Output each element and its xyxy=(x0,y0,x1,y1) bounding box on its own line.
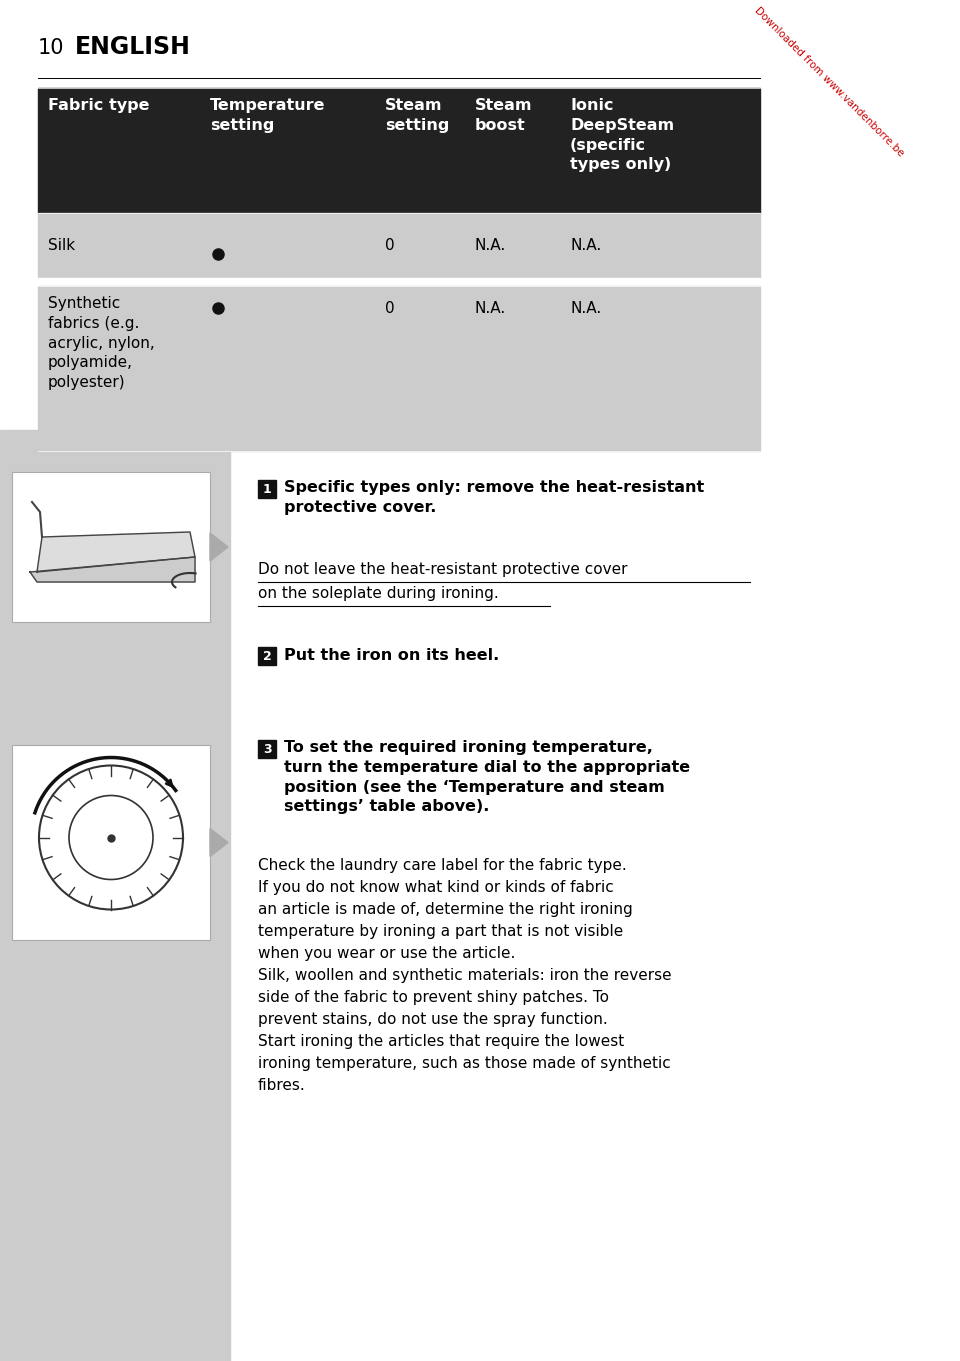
Bar xyxy=(38,214,760,278)
Text: Check the laundry care label for the fabric type.: Check the laundry care label for the fab… xyxy=(258,857,627,872)
Text: Specific types only: remove the heat-resistant
protective cover.: Specific types only: remove the heat-res… xyxy=(284,480,705,514)
Text: 1: 1 xyxy=(263,483,272,495)
Text: Steam
setting: Steam setting xyxy=(385,98,449,133)
Text: N.A.: N.A. xyxy=(475,238,506,253)
Polygon shape xyxy=(37,532,195,572)
Bar xyxy=(38,278,760,286)
Text: Put the iron on its heel.: Put the iron on its heel. xyxy=(284,648,499,663)
Bar xyxy=(0,430,230,1361)
Text: when you wear or use the article.: when you wear or use the article. xyxy=(258,946,516,961)
Text: Start ironing the articles that require the lowest: Start ironing the articles that require … xyxy=(258,1034,624,1049)
Text: 0: 0 xyxy=(385,238,395,253)
Text: N.A.: N.A. xyxy=(570,238,601,253)
Bar xyxy=(38,88,760,214)
Text: Fabric type: Fabric type xyxy=(48,98,150,113)
Bar xyxy=(258,646,276,666)
Text: prevent stains, do not use the spray function.: prevent stains, do not use the spray fun… xyxy=(258,1013,608,1028)
Text: an article is made of, determine the right ironing: an article is made of, determine the rig… xyxy=(258,902,633,917)
Text: Downloaded from www.vandenborre.be: Downloaded from www.vandenborre.be xyxy=(753,5,906,158)
Text: Temperature
setting: Temperature setting xyxy=(210,98,325,133)
Bar xyxy=(12,744,210,940)
Text: side of the fabric to prevent shiny patches. To: side of the fabric to prevent shiny patc… xyxy=(258,989,609,1004)
Bar xyxy=(258,740,276,758)
Text: ENGLISH: ENGLISH xyxy=(75,35,191,59)
Text: temperature by ironing a part that is not visible: temperature by ironing a part that is no… xyxy=(258,924,623,939)
Text: Synthetic
fabrics (e.g.
acrylic, nylon,
polyamide,
polyester): Synthetic fabrics (e.g. acrylic, nylon, … xyxy=(48,295,155,391)
Polygon shape xyxy=(210,829,228,856)
Text: N.A.: N.A. xyxy=(570,301,601,316)
Text: Silk: Silk xyxy=(48,238,75,253)
Bar xyxy=(258,480,276,498)
Text: on the soleplate during ironing.: on the soleplate during ironing. xyxy=(258,587,499,602)
Text: Silk, woollen and synthetic materials: iron the reverse: Silk, woollen and synthetic materials: i… xyxy=(258,968,672,983)
Polygon shape xyxy=(210,534,228,561)
Bar xyxy=(12,472,210,622)
Bar xyxy=(38,286,760,450)
Text: ironing temperature, such as those made of synthetic: ironing temperature, such as those made … xyxy=(258,1056,671,1071)
Text: Ionic
DeepSteam
(specific
types only): Ionic DeepSteam (specific types only) xyxy=(570,98,674,173)
Text: fibres.: fibres. xyxy=(258,1078,305,1093)
Text: To set the required ironing temperature,
turn the temperature dial to the approp: To set the required ironing temperature,… xyxy=(284,740,690,814)
Polygon shape xyxy=(30,557,195,583)
Text: 0: 0 xyxy=(385,301,395,316)
Text: If you do not know what kind or kinds of fabric: If you do not know what kind or kinds of… xyxy=(258,881,613,896)
Text: 10: 10 xyxy=(38,38,64,59)
Text: N.A.: N.A. xyxy=(475,301,506,316)
Text: 3: 3 xyxy=(263,743,272,755)
Text: Do not leave the heat-resistant protective cover: Do not leave the heat-resistant protecti… xyxy=(258,562,628,577)
Text: Steam
boost: Steam boost xyxy=(475,98,533,133)
Text: 2: 2 xyxy=(263,649,272,663)
